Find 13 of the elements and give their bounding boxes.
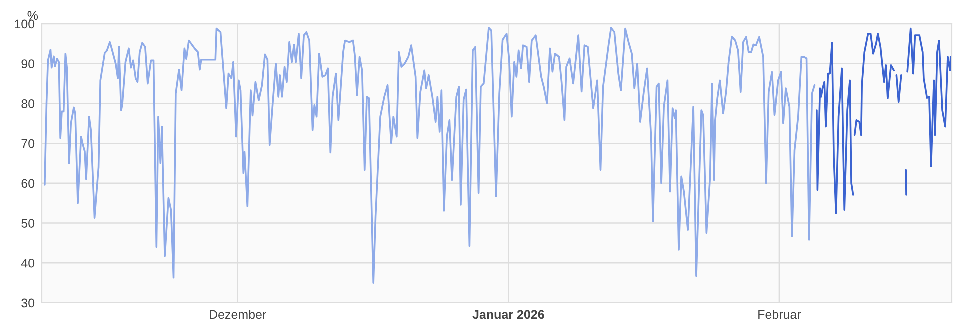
y-axis-title: % bbox=[28, 11, 38, 20]
y-tick-label: 50 bbox=[22, 219, 35, 228]
x-tick-label: Dezember bbox=[210, 310, 266, 320]
y-tick-label: 60 bbox=[22, 179, 35, 188]
y-tick-label: 70 bbox=[22, 139, 35, 148]
x-tick-label: Januar 2026 bbox=[472, 310, 544, 320]
y-tick-label: 40 bbox=[21, 258, 35, 268]
line-series bbox=[44, 27, 816, 284]
x-tick-label: Februar bbox=[758, 310, 802, 320]
y-tick-label: 30 bbox=[22, 298, 35, 308]
y-tick-label: 100 bbox=[15, 20, 35, 29]
y-tick-label: 80 bbox=[22, 100, 35, 108]
y-tick-label: 90 bbox=[22, 60, 35, 69]
